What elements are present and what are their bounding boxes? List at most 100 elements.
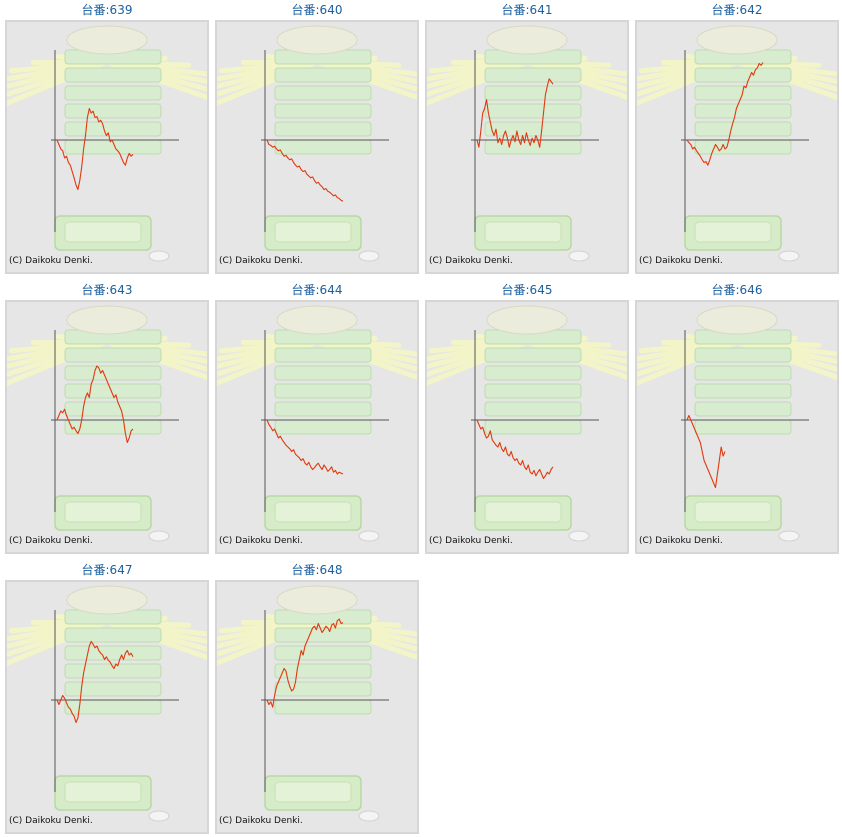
machine-chart-panel: 台番:648 (C) Daikoku Denki. xyxy=(215,560,419,836)
copyright-text: (C) Daikoku Denki. xyxy=(9,536,93,546)
background-base-tray-inner xyxy=(274,221,352,243)
background-base-tray-inner xyxy=(484,501,562,523)
background-tray xyxy=(484,139,582,155)
background-dish xyxy=(148,250,170,262)
background-tray xyxy=(694,401,792,417)
background-tray xyxy=(64,681,162,697)
payout-series-line xyxy=(56,640,134,724)
background-tray xyxy=(484,383,582,399)
machine-number-title[interactable]: 台番:643 xyxy=(81,283,133,297)
background-tray xyxy=(64,663,162,679)
background-tray xyxy=(64,383,162,399)
machine-number-title[interactable]: 台番:645 xyxy=(501,283,553,297)
chart-frame: (C) Daikoku Denki. xyxy=(215,300,419,554)
payout-line-chart xyxy=(7,585,207,822)
background-dish xyxy=(778,250,800,262)
background-tray xyxy=(274,681,372,697)
background-tray xyxy=(484,401,582,417)
background-crown xyxy=(66,25,148,55)
background-base-tray-inner xyxy=(484,221,562,243)
background-tray xyxy=(274,67,372,83)
payout-series-line xyxy=(686,414,726,489)
machine-number-title[interactable]: 台番:639 xyxy=(81,3,133,17)
background-tray xyxy=(694,383,792,399)
background-dish xyxy=(358,810,380,822)
chart-frame: (C) Daikoku Denki. xyxy=(425,300,629,554)
background-dish xyxy=(148,810,170,822)
background-tray xyxy=(694,365,792,381)
background-tray xyxy=(64,347,162,363)
machine-chart-panel: 台番:642 (C) Daikoku Denki. xyxy=(635,0,839,276)
machine-number-title[interactable]: 台番:642 xyxy=(711,3,763,17)
background-tray xyxy=(484,85,582,101)
machine-number-title[interactable]: 台番:641 xyxy=(501,3,553,17)
background-tray xyxy=(484,121,582,137)
payout-series-line xyxy=(476,419,554,480)
background-tray xyxy=(274,365,372,381)
background-tray xyxy=(64,67,162,83)
copyright-text: (C) Daikoku Denki. xyxy=(429,256,513,266)
copyright-text: (C) Daikoku Denki. xyxy=(429,536,513,546)
background-tray xyxy=(64,627,162,643)
machine-chart-panel: 台番:646 (C) Daikoku Denki. xyxy=(635,280,839,556)
background-tray xyxy=(64,419,162,435)
background-tray xyxy=(694,347,792,363)
background-tray xyxy=(274,645,372,661)
payout-line-chart xyxy=(637,25,837,262)
chart-frame: (C) Daikoku Denki. xyxy=(215,20,419,274)
background-base-tray-inner xyxy=(64,501,142,523)
background-tray xyxy=(274,401,372,417)
background-tray xyxy=(484,347,582,363)
background-crown xyxy=(696,305,778,335)
background-tray xyxy=(64,365,162,381)
background-crown xyxy=(486,305,568,335)
copyright-text: (C) Daikoku Denki. xyxy=(9,256,93,266)
background-crown xyxy=(276,25,358,55)
payout-series-line xyxy=(266,419,344,475)
background-dish xyxy=(568,250,590,262)
payout-series-line xyxy=(266,618,344,708)
chart-frame: (C) Daikoku Denki. xyxy=(5,300,209,554)
background-dish xyxy=(148,530,170,542)
machine-chart-panel: 台番:640 (C) Daikoku Denki. xyxy=(215,0,419,276)
background-tray xyxy=(694,103,792,119)
background-crown xyxy=(696,25,778,55)
payout-line-chart xyxy=(217,305,417,542)
background-crown xyxy=(66,585,148,615)
machine-number-title[interactable]: 台番:648 xyxy=(291,563,343,577)
background-dish xyxy=(358,250,380,262)
background-tray xyxy=(694,139,792,155)
payout-line-chart xyxy=(637,305,837,542)
machine-number-title[interactable]: 台番:644 xyxy=(291,283,343,297)
payout-series-line xyxy=(686,62,764,166)
background-tray xyxy=(274,347,372,363)
background-tray xyxy=(274,383,372,399)
background-tray xyxy=(694,419,792,435)
copyright-text: (C) Daikoku Denki. xyxy=(639,536,723,546)
copyright-text: (C) Daikoku Denki. xyxy=(9,816,93,826)
background-base-tray-inner xyxy=(274,781,352,803)
chart-frame: (C) Daikoku Denki. xyxy=(635,300,839,554)
machine-number-title[interactable]: 台番:647 xyxy=(81,563,133,577)
payout-line-chart xyxy=(7,25,207,262)
background-dish xyxy=(778,530,800,542)
background-dish xyxy=(568,530,590,542)
background-tray xyxy=(484,103,582,119)
background-crown xyxy=(276,585,358,615)
background-base-tray-inner xyxy=(274,501,352,523)
copyright-text: (C) Daikoku Denki. xyxy=(219,256,303,266)
machine-number-title[interactable]: 台番:640 xyxy=(291,3,343,17)
machine-chart-panel: 台番:647 (C) Daikoku Denki. xyxy=(5,560,209,836)
chart-frame: (C) Daikoku Denki. xyxy=(5,20,209,274)
chart-frame: (C) Daikoku Denki. xyxy=(5,580,209,834)
background-tray xyxy=(274,121,372,137)
background-tray xyxy=(484,419,582,435)
machine-chart-panel: 台番:644 (C) Daikoku Denki. xyxy=(215,280,419,556)
background-tray xyxy=(64,401,162,417)
background-tray xyxy=(64,645,162,661)
machine-number-title[interactable]: 台番:646 xyxy=(711,283,763,297)
payout-line-chart xyxy=(427,305,627,542)
background-tray xyxy=(274,103,372,119)
background-tray xyxy=(694,67,792,83)
payout-series-line xyxy=(266,139,344,202)
